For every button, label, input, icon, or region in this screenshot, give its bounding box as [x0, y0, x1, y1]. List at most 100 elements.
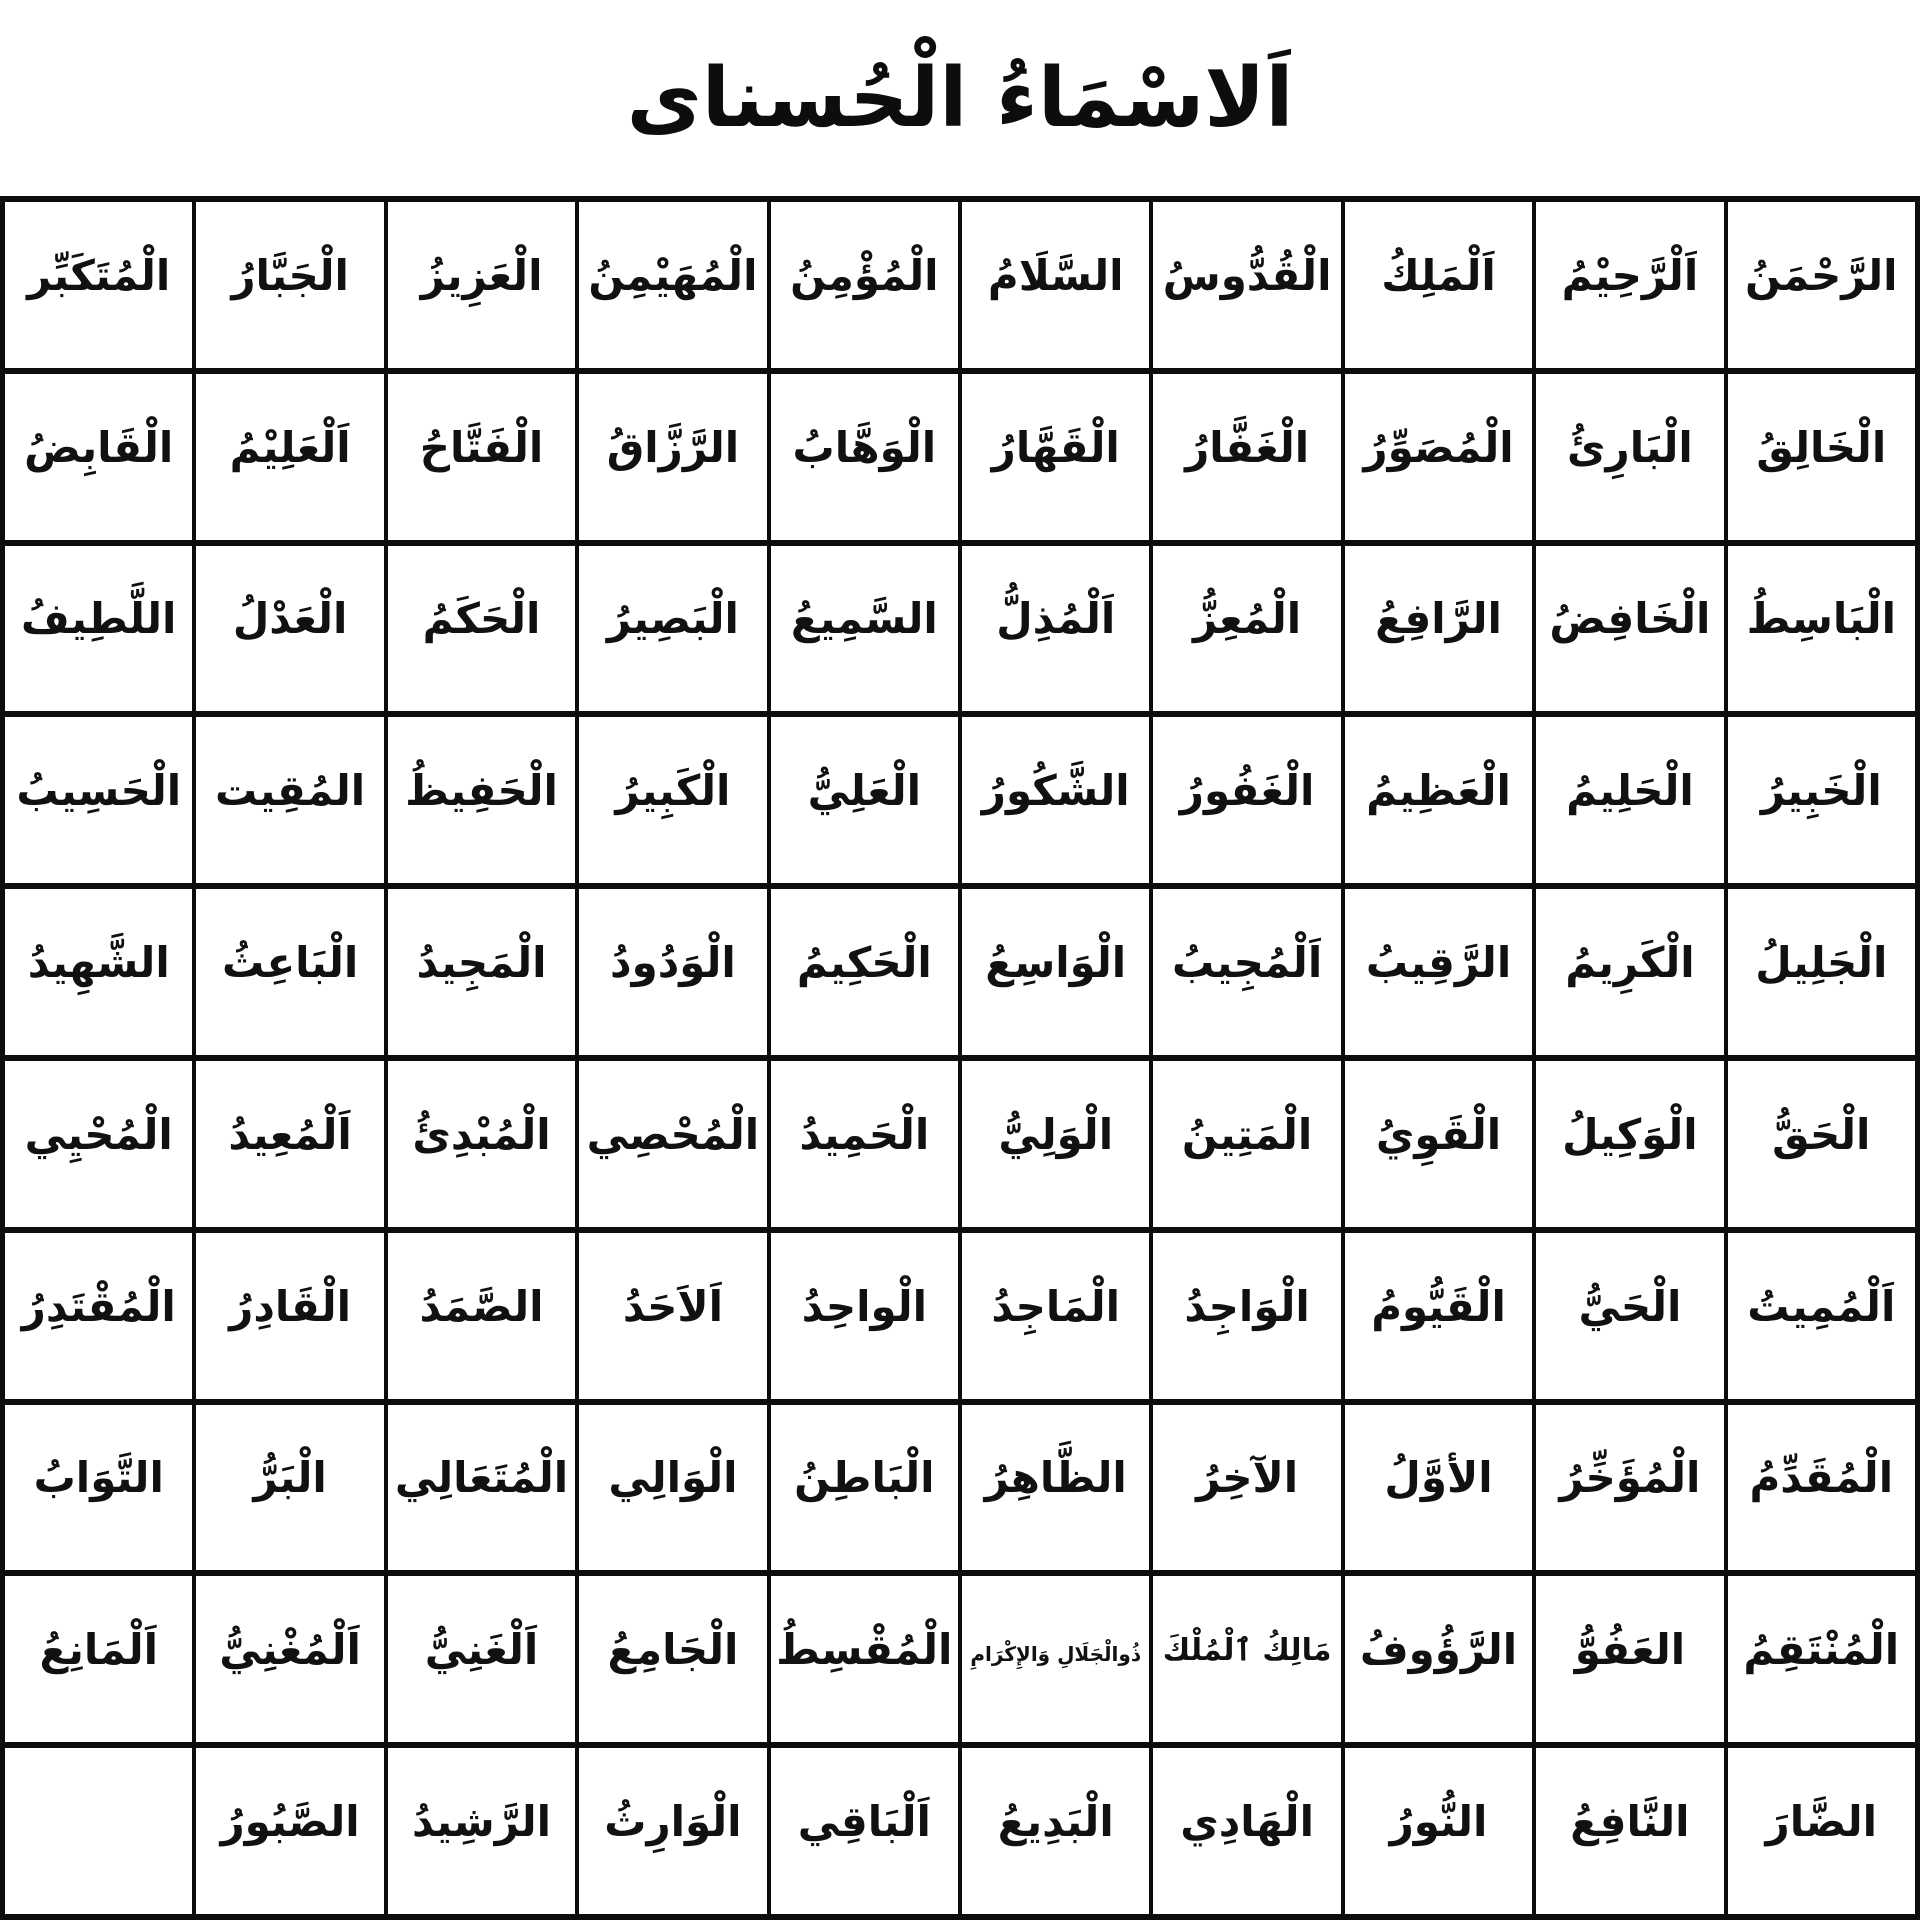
names-grid: الرَّحْمَنُ اَلْرَّحِيْمُ اَلْمَلِكُ الْقُد… [0, 196, 1920, 1920]
name-cell: الصَّبُورُ [194, 1745, 386, 1917]
name-cell: اَلْمُعِيدُ [194, 1058, 386, 1230]
name-cell: الرَّافِعُ [1342, 542, 1535, 715]
name-cell: اَلْمُجِيبُ [1151, 886, 1343, 1058]
name-cell: الْمُنْتَقِمُ [1725, 1573, 1917, 1746]
name-cell: الْوَدُودُ [577, 886, 769, 1058]
name-cell: المُقِيت [194, 714, 386, 887]
name-cell: الْعَظِيمُ [1342, 714, 1535, 887]
name-cell: الْبَصِيرُ [577, 542, 769, 715]
name-cell: التَّوَابُ [3, 1401, 195, 1574]
page-title: اَلاسْمَاءُ الْحُسناى [626, 50, 1294, 146]
name-cell: الْبَاسِطُ [1725, 542, 1917, 715]
name-cell: الْهَادِي [1151, 1745, 1343, 1917]
name-cell: الْقَادِرُ [194, 1229, 386, 1402]
name-cell: الأوَّلُ [1342, 1401, 1535, 1574]
name-cell: الْكَرِيمُ [1534, 886, 1726, 1058]
name-cell: الْبَاعِثُ [194, 886, 386, 1058]
name-cell: اَلْمَلِكُ [1342, 199, 1535, 371]
name-cell: الصَّمَدُ [385, 1229, 578, 1402]
name-cell: الضَّارَ [1725, 1745, 1917, 1917]
name-cell: الْحَمِيدُ [768, 1058, 961, 1230]
name-cell: الْمُهَيْمِنُ [577, 199, 769, 371]
name-cell: الْمُعِزُّ [1151, 542, 1343, 715]
name-cell: اَلْعَلِيْمُ [194, 370, 386, 543]
name-cell: الْمُبْدِئُ [385, 1058, 578, 1230]
name-cell: الْحَكِيمُ [768, 886, 961, 1058]
name-cell: الْخَالِقُ [1725, 370, 1917, 543]
name-cell: اَلاَحَدُ [577, 1229, 769, 1402]
name-cell: الْبَارِئُ [1534, 370, 1726, 543]
name-cell: الْمُصَوِّرُ [1342, 370, 1535, 543]
name-cell: الْحَفِيظُ [385, 714, 578, 887]
name-cell: السَّمِيعُ [768, 542, 961, 715]
name-cell: الْمُتَعَالِي [385, 1401, 578, 1574]
name-cell: الْوَاسِعُ [960, 886, 1152, 1058]
name-cell: الْمَاجِدُ [960, 1229, 1152, 1402]
name-cell: الْقَيُّومُ [1342, 1229, 1535, 1402]
name-cell: الْمُحْيِي [3, 1058, 195, 1230]
name-cell: الْقُدُّوسُ [1151, 199, 1343, 371]
name-cell: الْبَاطِنُ [768, 1401, 961, 1574]
name-cell: الْوَلِيُّ [960, 1058, 1152, 1230]
name-cell: الْوَكِيلُ [1534, 1058, 1726, 1230]
name-cell: الْمَتِينُ [1151, 1058, 1343, 1230]
name-cell: الْمُؤَخِّرُ [1534, 1401, 1726, 1574]
name-cell: الْغَفُورُ [1151, 714, 1343, 887]
name-cell: الْحَقُّ [1725, 1058, 1917, 1230]
name-cell: الْحَكَمُ [385, 542, 578, 715]
name-cell: الْجَلِيلُ [1725, 886, 1917, 1058]
name-cell: الرَّؤُوفُ [1342, 1573, 1535, 1746]
name-cell: الآخِرُ [1151, 1401, 1343, 1574]
name-cell: الْقَهَّارُ [960, 370, 1152, 543]
name-cell: الْمُتَكَبِّر [3, 199, 195, 371]
name-cell: الْقَوِيُ [1342, 1058, 1535, 1230]
name-cell: العَفُوُّ [1534, 1573, 1726, 1746]
name-cell: اَلْمُغْنِيُّ [194, 1573, 386, 1746]
name-cell: اَلْمُمِيتُ [1725, 1229, 1917, 1402]
name-cell: الْبَدِيعُ [960, 1745, 1152, 1917]
name-cell: الشَّهِيدُ [3, 886, 195, 1058]
name-cell: الْعَدْلُ [194, 542, 386, 715]
name-cell: الْجَامِعُ [577, 1573, 769, 1746]
name-cell: اَلْغَنِيُّ [385, 1573, 578, 1746]
name-cell: الْمُقْتَدِرُ [3, 1229, 195, 1402]
name-cell: الْوَالِي [577, 1401, 769, 1574]
name-cell: اَلْرَّحِيْمُ [1534, 199, 1726, 371]
name-cell: الْوَارِثُ [577, 1745, 769, 1917]
name-cell: الْحَيُّ [1534, 1229, 1726, 1402]
name-cell: السَّلَامُ [960, 199, 1152, 371]
name-cell: الْخَبِيرُ [1725, 714, 1917, 887]
empty-cell [3, 1745, 195, 1917]
name-cell: الْعَلِيُّ [768, 714, 961, 887]
name-cell: اَلْمُذِلُّ [960, 542, 1152, 715]
name-cell: اللَّطِيفُ [3, 542, 195, 715]
name-cell: الْقَابِضُ [3, 370, 195, 543]
name-cell: الرَّزَّاقُ [577, 370, 769, 543]
name-cell: الْكَبِيرُ [577, 714, 769, 887]
name-cell: ذُوالْجَلَالِ وَالإِكْرَامِ [960, 1573, 1152, 1746]
name-cell: اَلْبَاقِي [768, 1745, 961, 1917]
name-cell: الْغَفَّارُ [1151, 370, 1343, 543]
name-cell: الْعَزِيزُ [385, 199, 578, 371]
name-cell: الْحَلِيمُ [1534, 714, 1726, 887]
name-cell: مَالِكُ ٱلْمُلْكَ [1151, 1573, 1343, 1746]
name-cell: الْواحِدُ [768, 1229, 961, 1402]
name-cell: الْحَسِيبُ [3, 714, 195, 887]
name-cell: الْمُقْسِطُ [768, 1573, 961, 1746]
name-cell: اَلْمَانِعُ [3, 1573, 195, 1746]
name-cell: الْمُؤْمِنُ [768, 199, 961, 371]
name-cell: الظَّاهِرُ [960, 1401, 1152, 1574]
name-cell: الرَّقِيبُ [1342, 886, 1535, 1058]
name-cell: الْمُقَدِّمُ [1725, 1401, 1917, 1574]
name-cell: الْوَهَّابُ [768, 370, 961, 543]
name-cell: الْمُحْصِي [577, 1058, 769, 1230]
name-cell: الرَّشِيدُ [385, 1745, 578, 1917]
name-cell: النُّورُ [1342, 1745, 1535, 1917]
name-cell: الْجَبَّارُ [194, 199, 386, 371]
name-cell: الشَّكُورُ [960, 714, 1152, 887]
name-cell: الْخَافِضُ [1534, 542, 1726, 715]
name-cell: الْفَتَّاحُ [385, 370, 578, 543]
name-cell: الْمَجِيدُ [385, 886, 578, 1058]
name-cell: الرَّحْمَنُ [1725, 199, 1917, 371]
